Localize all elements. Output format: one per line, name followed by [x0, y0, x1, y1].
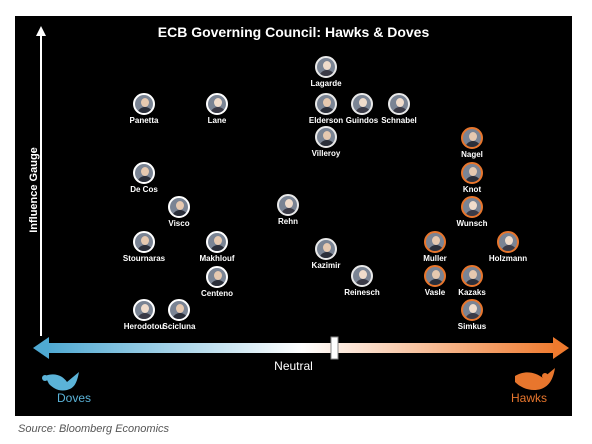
portrait-icon — [351, 265, 373, 287]
portrait-icon — [315, 126, 337, 148]
member-guindos: Guindos — [322, 93, 402, 125]
member-makhlouf: Makhlouf — [177, 231, 257, 263]
portrait-icon — [133, 231, 155, 253]
portrait-icon — [315, 93, 337, 115]
axes-graphic — [33, 26, 569, 391]
portrait-icon — [206, 93, 228, 115]
portrait-icon — [315, 56, 337, 78]
member-simkus: Simkus — [432, 299, 512, 331]
neutral-label: Neutral — [274, 359, 313, 373]
doves-label: Doves — [57, 391, 92, 405]
influence-axis-arrowhead — [36, 26, 46, 36]
portrait-icon — [133, 162, 155, 184]
member-visco: Visco — [139, 196, 219, 228]
member-schnabel: Schnabel — [359, 93, 439, 125]
portrait-icon — [461, 299, 483, 321]
member-de-cos: De Cos — [104, 162, 184, 194]
portrait-icon — [315, 238, 337, 260]
member-rehn: Rehn — [248, 194, 328, 226]
member-holzmann: Holzmann — [468, 231, 548, 263]
member-nagel: Nagel — [432, 127, 512, 159]
hawks-label: Hawks — [511, 391, 548, 405]
hawk-bird-icon — [515, 368, 555, 391]
portrait-icon — [206, 266, 228, 288]
member-reinesch: Reinesch — [322, 265, 402, 297]
member-kazaks: Kazaks — [432, 265, 512, 297]
portrait-icon — [133, 93, 155, 115]
portrait-icon — [168, 299, 190, 321]
member-elderson: Elderson — [286, 93, 366, 125]
y-axis-label: Influence Gauge — [28, 147, 40, 233]
portrait-icon — [461, 127, 483, 149]
member-wunsch: Wunsch — [432, 196, 512, 228]
member-knot: Knot — [432, 162, 512, 194]
doves-arrowhead — [33, 337, 49, 359]
portrait-icon — [461, 265, 483, 287]
member-centeno: Centeno — [177, 266, 257, 298]
portrait-icon — [277, 194, 299, 216]
portrait-icon — [388, 93, 410, 115]
chart-title: ECB Governing Council: Hawks & Doves — [157, 24, 430, 40]
member-scicluna: Scicluna — [139, 299, 219, 331]
neutral-marker — [330, 336, 339, 360]
member-stournaras: Stournaras — [104, 231, 184, 263]
member-kazimir: Kazimir — [286, 238, 366, 270]
portrait-icon — [497, 231, 519, 253]
member-herodotou: Herodotou — [104, 299, 184, 331]
member-panetta: Panetta — [104, 93, 184, 125]
dove-hawk-scale-bar — [47, 343, 557, 353]
member-villeroy: Villeroy — [286, 126, 366, 158]
chart-panel: ECB Governing Council: Hawks & Doves Inf… — [15, 16, 572, 416]
portrait-icon — [351, 93, 373, 115]
portrait-icon — [424, 265, 446, 287]
portrait-icon — [133, 299, 155, 321]
source-note: Source: Bloomberg Economics — [18, 423, 170, 435]
member-muller: Muller — [395, 231, 475, 263]
portrait-icon — [461, 162, 483, 184]
portrait-icon — [424, 231, 446, 253]
portrait-icon — [168, 196, 190, 218]
member-vasle: Vasle — [395, 265, 475, 297]
hawks-arrowhead — [553, 337, 569, 359]
member-lane: Lane — [177, 93, 257, 125]
portrait-icon — [461, 196, 483, 218]
member-lagarde: Lagarde — [286, 56, 366, 88]
dove-bird-icon — [42, 372, 79, 391]
portrait-icon — [206, 231, 228, 253]
